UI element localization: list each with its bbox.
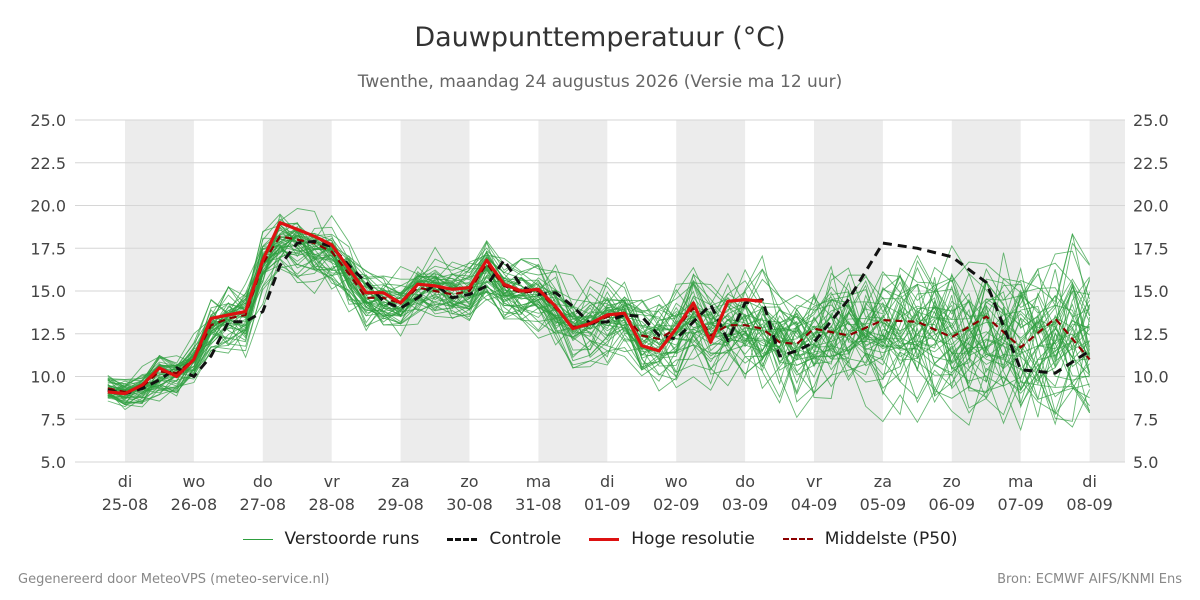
- x-tick-day: za: [874, 472, 892, 491]
- y-tick-label-left: 12.5: [30, 325, 66, 344]
- legend-item-high-res: Hoge resolutie: [589, 529, 755, 549]
- x-tick-date: 27-08: [240, 495, 287, 514]
- ensemble-member-line: [107, 229, 1090, 416]
- x-tick-date: 28-08: [308, 495, 355, 514]
- ensemble-member-line: [107, 232, 1090, 432]
- ensemble-member-line: [107, 244, 1090, 393]
- x-tick-date: 31-08: [515, 495, 562, 514]
- legend-swatch-perturbed: [242, 538, 273, 540]
- legend-label-median: Middelste (P50): [824, 529, 958, 549]
- ensemble-member-line: [107, 245, 1091, 424]
- legend-swatch-median: [782, 538, 813, 540]
- x-tick-date: 07-09: [997, 495, 1044, 514]
- x-tick-day: di: [600, 472, 615, 491]
- x-tick-date: 25-08: [102, 495, 149, 514]
- main-series: [107, 221, 1091, 396]
- x-tick-day: do: [253, 472, 273, 491]
- y-tick-label-left: 20.0: [30, 197, 66, 216]
- x-tick-date: 01-09: [584, 495, 631, 514]
- x-tick-date: 26-08: [171, 495, 218, 514]
- y-tick-label-left: 22.5: [30, 154, 66, 173]
- legend-label-control: Controle: [489, 529, 562, 549]
- y-tick-label-right: 10.0: [1133, 368, 1169, 387]
- x-tick-date: 05-09: [860, 495, 907, 514]
- ensemble-member-line: [107, 240, 1090, 418]
- x-tick-date: 06-09: [929, 495, 976, 514]
- x-tick-day: wo: [665, 472, 688, 491]
- x-tick-date: 30-08: [446, 495, 493, 514]
- x-tick-day: vr: [806, 472, 822, 491]
- x-tick-date: 04-09: [791, 495, 838, 514]
- ensemble-member-line: [107, 247, 1091, 404]
- y-tick-label-right: 17.5: [1133, 239, 1169, 258]
- y-tick-label-left: 25.0: [30, 111, 66, 130]
- y-tick-label-right: 5.0: [1133, 453, 1158, 472]
- x-tick-day: di: [118, 472, 133, 491]
- legend: Verstoorde runs Controle Hoge resolutie …: [0, 529, 1200, 549]
- y-tick-label-left: 7.5: [41, 410, 66, 429]
- ensemble-member-line: [107, 218, 1091, 386]
- y-tick-label-right: 25.0: [1133, 111, 1169, 130]
- x-tick-day: ma: [1008, 472, 1033, 491]
- x-axis: di 25-08 wo 26-08 do 27-08 vr 28-08 za 29-08 zo 30-…: [102, 472, 1113, 514]
- ensemble-member-line: [107, 223, 1090, 380]
- y-tick-label-left: 5.0: [41, 453, 66, 472]
- y-tick-label-right: 20.0: [1133, 197, 1169, 216]
- x-tick-day: do: [735, 472, 755, 491]
- footer-credit: Gegenereerd door MeteoVPS (meteo-service…: [18, 572, 330, 587]
- ensemble-member-line: [107, 224, 1090, 388]
- x-tick-date: 29-08: [377, 495, 424, 514]
- legend-label-high-res: Hoge resolutie: [631, 529, 755, 549]
- ensemble-member-line: [107, 264, 1091, 426]
- ensemble-member-line: [107, 256, 1090, 414]
- x-tick-date: 08-09: [1066, 495, 1113, 514]
- y-axis-right: 5.0 7.5 10.0 12.5 15.0 17.5 20.0 22.5 25.0: [1133, 111, 1169, 472]
- y-tick-label-left: 15.0: [30, 282, 66, 301]
- high-res-line: [107, 221, 763, 396]
- x-tick-date: 02-09: [653, 495, 700, 514]
- chart-subtitle: Twenthe, maandag 24 augustus 2026 (Versi…: [357, 72, 843, 92]
- y-tick-label-right: 22.5: [1133, 154, 1169, 173]
- legend-swatch-high-res: [589, 537, 620, 541]
- legend-swatch-control: [447, 537, 478, 541]
- x-tick-day: zo: [460, 472, 478, 491]
- y-tick-label-right: 12.5: [1133, 325, 1169, 344]
- legend-item-median: Middelste (P50): [782, 529, 958, 549]
- legend-item-perturbed: Verstoorde runs: [242, 529, 420, 549]
- y-tick-label-right: 7.5: [1133, 410, 1158, 429]
- legend-item-control: Controle: [447, 529, 561, 549]
- x-tick-date: 03-09: [722, 495, 769, 514]
- x-tick-day: zo: [943, 472, 961, 491]
- x-tick-day: vr: [324, 472, 340, 491]
- y-tick-label-left: 10.0: [30, 368, 66, 387]
- x-tick-day: wo: [182, 472, 205, 491]
- x-tick-day: di: [1082, 472, 1097, 491]
- chart-title: Dauwpunttemperatuur (°C): [414, 22, 786, 53]
- x-tick-day: ma: [526, 472, 551, 491]
- y-tick-label-right: 15.0: [1133, 282, 1169, 301]
- x-tick-day: za: [391, 472, 409, 491]
- footer-source: Bron: ECMWF AIFS/KNMI Ens: [997, 572, 1182, 587]
- ensemble-member-line: [107, 244, 1090, 414]
- legend-label-perturbed: Verstoorde runs: [284, 529, 420, 549]
- y-tick-label-left: 17.5: [30, 239, 66, 258]
- y-axis-left: 5.0 7.5 10.0 12.5 15.0 17.5 20.0 22.5 25.0: [30, 111, 66, 472]
